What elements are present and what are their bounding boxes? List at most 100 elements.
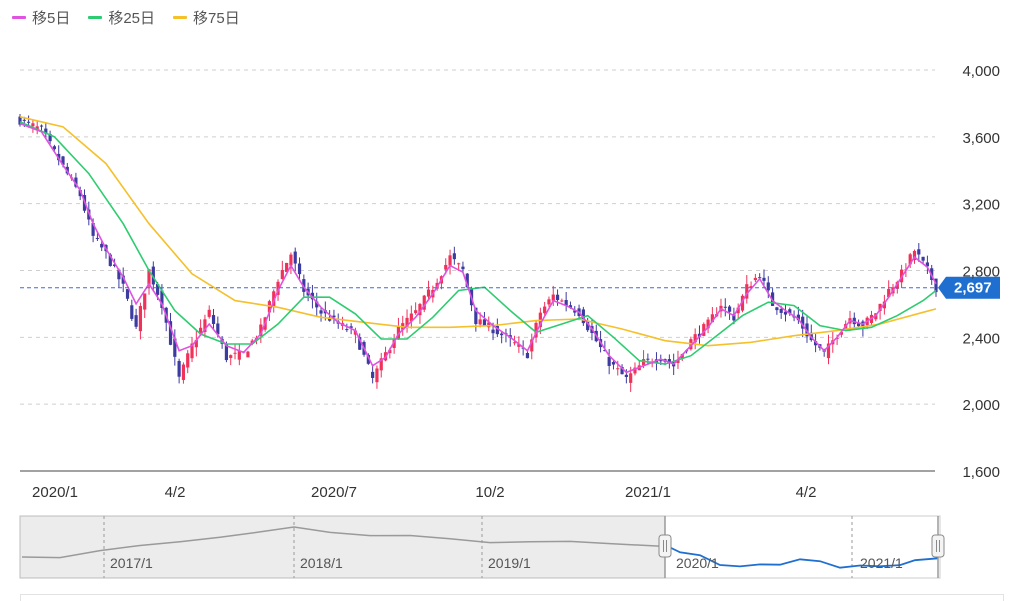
candle-body xyxy=(676,359,680,363)
navigator-handle-left[interactable] xyxy=(658,534,672,558)
candle-body xyxy=(611,362,616,365)
candle-body xyxy=(629,373,633,383)
legend-label-ma75: 移75日 xyxy=(193,9,240,27)
candle-body xyxy=(917,249,921,255)
candle-body xyxy=(246,351,250,358)
candle-body xyxy=(783,311,788,315)
candle-body xyxy=(375,368,379,383)
candle-body xyxy=(775,307,779,311)
candle-body xyxy=(551,294,555,301)
candle-body xyxy=(564,300,568,306)
candle-body xyxy=(173,338,177,357)
moving-average-layer xyxy=(19,116,937,374)
candle-body xyxy=(237,350,241,360)
candle-body xyxy=(22,119,26,121)
candle-body xyxy=(624,374,628,377)
candle-body xyxy=(349,326,353,328)
candle-body xyxy=(659,360,663,362)
candle-body xyxy=(418,304,422,316)
candle-body xyxy=(147,269,151,287)
candle-body xyxy=(259,324,263,336)
candle-body xyxy=(706,319,710,329)
candle-body xyxy=(680,354,684,359)
y-tick-label: 4,000 xyxy=(962,63,1000,80)
candle-body xyxy=(620,366,624,375)
candle-body xyxy=(491,329,495,334)
candle-body xyxy=(512,342,517,344)
candle-body xyxy=(319,310,323,314)
candle-body xyxy=(749,286,753,288)
candle-body xyxy=(732,314,736,321)
navigator-label-2018: 2018/1 xyxy=(300,555,343,571)
candle-body xyxy=(762,277,766,281)
candle-body xyxy=(758,277,762,279)
legend-item-ma75[interactable]: 移75日 xyxy=(173,7,240,28)
candle-body xyxy=(586,321,590,331)
candle-body xyxy=(233,352,237,354)
candle-body xyxy=(211,315,216,325)
candle-body xyxy=(345,329,349,331)
axis-layer: 4,000 3,600 3,200 2,800 2,400 2,000 1,600 2020/… xyxy=(20,63,1000,501)
chart-legend: 移5日 移25日 移75日 xyxy=(12,6,240,28)
legend-item-ma25[interactable]: 移25日 xyxy=(88,7,155,28)
candle-body xyxy=(934,278,938,293)
candle-body xyxy=(887,288,891,298)
candle-body xyxy=(48,134,52,142)
candle-layer xyxy=(18,113,938,392)
ma25-swatch xyxy=(88,15,103,19)
current-price-label: 2,697 xyxy=(954,280,992,297)
candle-body xyxy=(607,356,611,366)
y-tick-label: 3,200 xyxy=(962,197,1000,214)
current-price-marker: 2,697 xyxy=(20,276,1000,299)
legend-item-ma5[interactable]: 移5日 xyxy=(12,7,70,28)
candle-body xyxy=(52,146,57,150)
x-tick-label: 2020/7 xyxy=(311,484,357,501)
candle-body xyxy=(379,358,383,371)
candle-body xyxy=(633,367,637,374)
candle-body xyxy=(371,371,375,378)
y-tick-label: 3,600 xyxy=(962,130,1000,147)
candle-body xyxy=(826,343,831,359)
candle-body xyxy=(693,334,697,343)
candle-body xyxy=(134,315,138,327)
navigator-label-2019: 2019/1 xyxy=(488,555,531,571)
candle-body xyxy=(280,269,284,280)
candle-body xyxy=(796,314,800,321)
candle-body xyxy=(285,262,289,273)
candle-body xyxy=(835,338,839,340)
candle-body xyxy=(388,349,392,354)
candle-body xyxy=(168,321,173,345)
candle-body xyxy=(736,307,740,314)
candle-body xyxy=(289,254,293,266)
range-navigator[interactable]: 2017/1 2018/1 2019/1 2020/1 2021/1 xyxy=(19,515,945,579)
candle-body xyxy=(495,325,499,335)
candle-body xyxy=(813,341,818,346)
candle-body xyxy=(199,327,203,335)
candle-body xyxy=(779,309,783,313)
candle-body xyxy=(616,368,620,370)
navigator-selected-line xyxy=(664,544,939,569)
candle-body xyxy=(414,310,418,314)
candle-body xyxy=(646,358,650,360)
x-tick-label: 4/2 xyxy=(165,484,186,501)
ma75-swatch xyxy=(173,15,188,19)
candle-body xyxy=(78,190,82,197)
candle-body xyxy=(35,126,39,130)
candle-body xyxy=(224,344,229,361)
candle-body xyxy=(121,275,125,284)
candle-body xyxy=(461,266,465,270)
candle-body xyxy=(487,322,491,328)
navigator-handle-right[interactable] xyxy=(931,534,945,558)
navigator-label-2020: 2020/1 xyxy=(676,555,719,571)
candle-body xyxy=(229,355,233,358)
candle-body xyxy=(194,340,198,348)
candle-body xyxy=(921,256,925,261)
x-tick-label: 4/2 xyxy=(796,484,817,501)
x-tick-label: 10/2 xyxy=(475,484,504,501)
candle-body xyxy=(895,282,899,289)
ma25-line xyxy=(19,121,937,365)
candle-body xyxy=(18,116,22,125)
candle-body xyxy=(138,306,143,332)
candle-body xyxy=(766,282,770,291)
